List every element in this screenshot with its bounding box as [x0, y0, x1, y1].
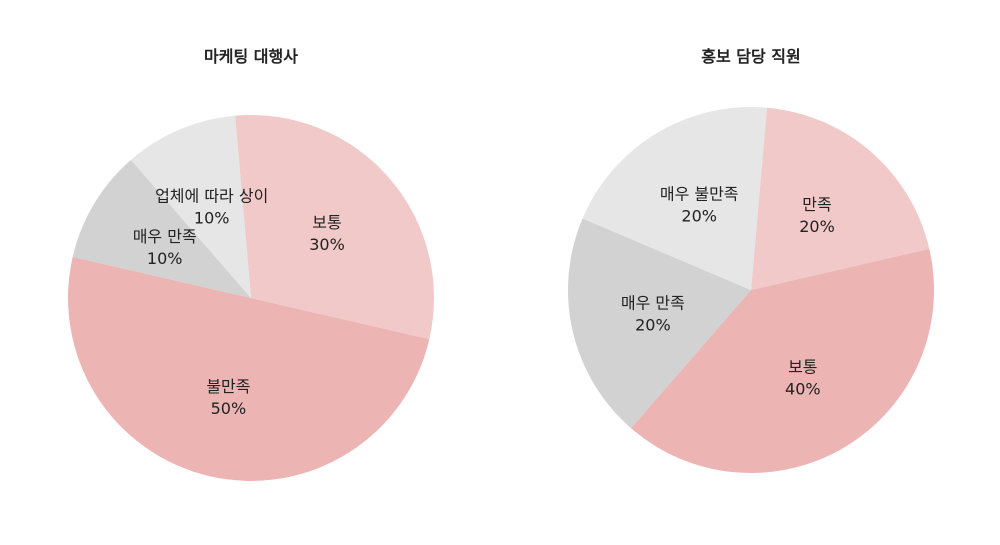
pie-slices: [568, 107, 935, 474]
slice-category-label: 업체에 따라 상이: [155, 186, 268, 205]
slice-category-label: 보통: [312, 213, 341, 232]
slice-percent-label: 10%: [147, 249, 183, 268]
slice-percent-label: 30%: [309, 235, 345, 254]
pie-slice: [72, 159, 251, 298]
slice-percent-label: 20%: [635, 316, 671, 335]
slice-percent-label: 20%: [799, 217, 835, 236]
slice-category-label: 만족: [802, 195, 831, 214]
chart-title: 마케팅 대행사: [204, 47, 298, 66]
pie-slices: [68, 115, 435, 481]
pie-chart-pr-staff: 홍보 담당 직원 만족 20% 보통 40% 매우 만족 20% 매우 불만족 20%: [568, 47, 935, 474]
slice-category-label: 보통: [788, 357, 817, 376]
pie-slice: [130, 115, 251, 298]
slice-percent-label: 50%: [211, 399, 247, 418]
slice-category-label: 매우 만족: [133, 227, 197, 246]
pie-slice: [235, 115, 435, 340]
pie-slice: [568, 218, 751, 429]
pie-slice: [582, 107, 767, 290]
pie-slice-labels: 만족 20% 보통 40% 매우 만족 20% 매우 불만족 20%: [621, 185, 835, 399]
slice-category-label: 매우 불만족: [660, 185, 739, 204]
slice-category-label: 매우 만족: [621, 294, 685, 313]
slice-category-label: 불만족: [206, 377, 250, 396]
pie-slice: [630, 248, 935, 474]
pie-slice: [68, 256, 430, 481]
slice-percent-label: 40%: [785, 379, 821, 398]
chart-title: 홍보 담당 직원: [701, 47, 800, 66]
slice-percent-label: 10%: [194, 208, 230, 227]
pie-slice: [751, 107, 930, 290]
slice-percent-label: 20%: [681, 207, 717, 226]
